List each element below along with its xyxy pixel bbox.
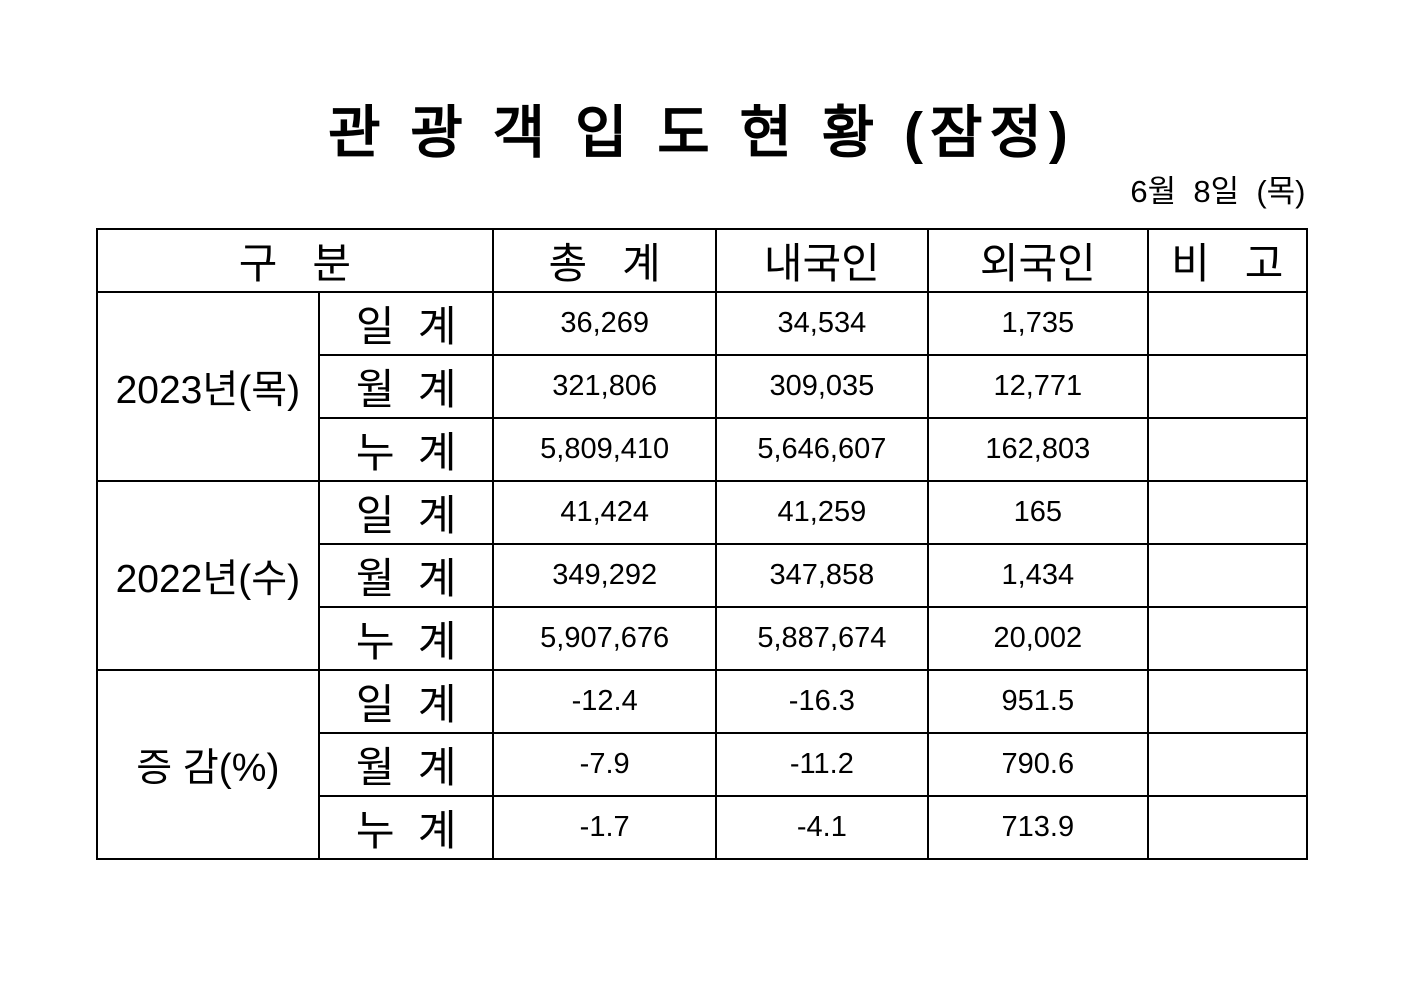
table-header-row: 구 분 총 계 내국인 외국인 비 고 <box>95 228 1308 293</box>
value-foreign: 790.6 <box>926 732 1149 797</box>
value-foreign: 162,803 <box>926 417 1149 482</box>
row-label-monthly: 월 계 <box>318 732 495 797</box>
row-label-cumulative: 누 계 <box>318 417 495 482</box>
remarks-cell <box>1146 543 1308 608</box>
value-foreign: 20,002 <box>926 606 1149 671</box>
group-2022: 2022년(수) <box>95 480 321 671</box>
table-row: 누 계 -1.7 -4.1 713.9 <box>97 795 1308 860</box>
page-title: 관 광 객 입 도 현 황 (잠정) <box>328 101 1075 165</box>
value-domestic: 34,534 <box>714 291 929 356</box>
table-row: 2023년(목) 일 계 36,269 34,534 1,735 <box>95 291 1308 482</box>
row-label-monthly: 월 계 <box>318 354 495 419</box>
tourist-arrival-table: 구 분 총 계 내국인 외국인 비 고 2023년(목) 일 계 36,269 … <box>95 228 1308 860</box>
table-row: 증 감(%) 일 계 -12.4 -16.3 951.5 <box>95 669 1308 860</box>
value-total: 321,806 <box>492 354 717 419</box>
value-domestic: 41,259 <box>714 480 929 545</box>
group-2023: 2023년(목) <box>95 291 321 482</box>
table-row: 월 계 -7.9 -11.2 790.6 <box>97 732 1308 797</box>
value-total: -1.7 <box>492 795 717 860</box>
value-total: 5,907,676 <box>492 606 717 671</box>
value-total: 36,269 <box>492 291 717 356</box>
row-label-cumulative: 누 계 <box>318 606 495 671</box>
value-domestic: 5,887,674 <box>714 606 929 671</box>
remarks-cell <box>1146 795 1308 860</box>
table-row: 누 계 5,809,410 5,646,607 162,803 <box>97 417 1308 482</box>
value-total: 349,292 <box>492 543 717 608</box>
value-domestic: 5,646,607 <box>714 417 929 482</box>
value-total: -12.4 <box>492 669 717 734</box>
remarks-cell <box>1146 669 1308 734</box>
report-date: 6월 8일 (목) <box>1130 174 1306 209</box>
table-row: 월 계 349,292 347,858 1,434 <box>97 543 1308 608</box>
table-row: 월 계 321,806 309,035 12,771 <box>97 354 1308 419</box>
header-domestic: 내국인 <box>714 228 929 293</box>
remarks-cell <box>1146 291 1308 356</box>
value-foreign: 713.9 <box>926 795 1149 860</box>
remarks-cell <box>1146 417 1308 482</box>
table-row: 2022년(수) 일 계 41,424 41,259 165 <box>95 480 1308 671</box>
header-total: 총 계 <box>492 228 717 293</box>
value-foreign: 1,735 <box>926 291 1149 356</box>
remarks-cell <box>1146 480 1308 545</box>
value-total: -7.9 <box>492 732 717 797</box>
header-remarks: 비 고 <box>1146 228 1308 293</box>
value-foreign: 951.5 <box>926 669 1149 734</box>
header-category: 구 분 <box>95 228 495 293</box>
row-label-daily: 일 계 <box>318 291 495 356</box>
remarks-cell <box>1146 354 1308 419</box>
value-domestic: 347,858 <box>714 543 929 608</box>
value-domestic: -4.1 <box>714 795 929 860</box>
value-total: 5,809,410 <box>492 417 717 482</box>
value-domestic: -11.2 <box>714 732 929 797</box>
remarks-cell <box>1146 732 1308 797</box>
remarks-cell <box>1146 606 1308 671</box>
header-foreign: 외국인 <box>926 228 1149 293</box>
value-domestic: -16.3 <box>714 669 929 734</box>
row-label-daily: 일 계 <box>318 480 495 545</box>
value-domestic: 309,035 <box>714 354 929 419</box>
value-foreign: 12,771 <box>926 354 1149 419</box>
table-row: 누 계 5,907,676 5,887,674 20,002 <box>97 606 1308 671</box>
row-label-monthly: 월 계 <box>318 543 495 608</box>
row-label-daily: 일 계 <box>318 669 495 734</box>
row-label-cumulative: 누 계 <box>318 795 495 860</box>
value-foreign: 1,434 <box>926 543 1149 608</box>
value-total: 41,424 <box>492 480 717 545</box>
value-foreign: 165 <box>926 480 1149 545</box>
group-change-percent: 증 감(%) <box>95 669 321 860</box>
